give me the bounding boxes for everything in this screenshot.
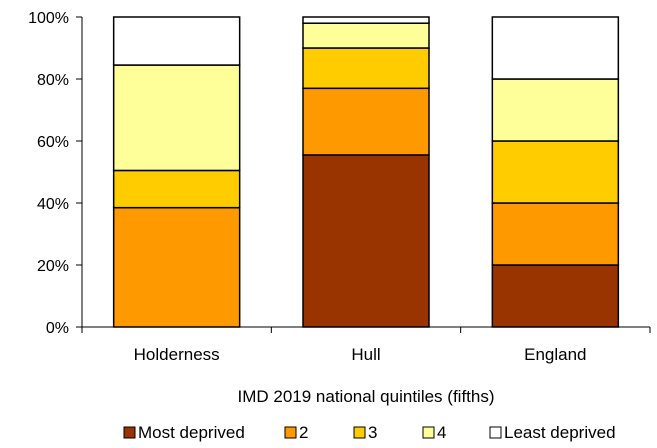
x-category-labels: Holderness Hull England [134,345,587,364]
bar-segment-hull-0 [302,154,430,328]
legend-item: 4 [422,423,446,442]
bar-segment-holderness-1 [112,206,241,328]
legend-item: 3 [353,423,377,442]
y-tick-label: 0% [46,320,69,337]
axes-group [76,16,651,333]
bar-segment-hull-3 [302,22,430,49]
bar-segment-england-2 [491,140,620,204]
bar-segment-holderness-4 [112,16,241,66]
x-axis-title: IMD 2019 national quintiles (fifths) [237,387,494,406]
x-tick-label: England [524,345,586,364]
bar-segment-england-3 [491,78,620,142]
bar-segment-holderness-2 [112,169,241,209]
y-tick-label: 60% [37,134,69,151]
legend-label: 2 [299,423,308,442]
legend-label: 3 [368,423,377,442]
x-tick-label: Hull [351,345,380,364]
bar-segment-england-0 [491,264,620,328]
y-tick-label: 20% [37,258,69,275]
bar-segment-hull-1 [302,87,430,156]
bar-segment-england-4 [491,16,620,80]
x-tick-label: Holderness [134,345,220,364]
y-tick-label: 80% [37,72,69,89]
legend-item: Most deprived [123,423,245,442]
y-tick-labels: 0% 20% 40% 60% 80% 100% [28,10,69,337]
legend-swatch [284,426,297,439]
legend-item: 2 [284,423,308,442]
legend-swatch [489,426,502,439]
bar-segment-hull-2 [302,47,430,90]
legend-label: Least deprived [504,423,616,442]
bars-group [112,16,620,328]
legend-item: Least deprived [489,423,616,442]
legend-label: Most deprived [138,423,245,442]
legend-swatch [123,426,136,439]
bar-segment-holderness-3 [112,64,241,172]
legend: Most deprived 2 3 4 Least deprived [123,423,616,442]
legend-swatch [353,426,366,439]
y-tick-label: 40% [37,196,69,213]
y-tick-label: 100% [28,10,69,27]
legend-swatch [422,426,435,439]
legend-label: 4 [437,423,446,442]
bar-segment-england-1 [491,202,620,266]
bar-segment-hull-4 [302,16,430,24]
